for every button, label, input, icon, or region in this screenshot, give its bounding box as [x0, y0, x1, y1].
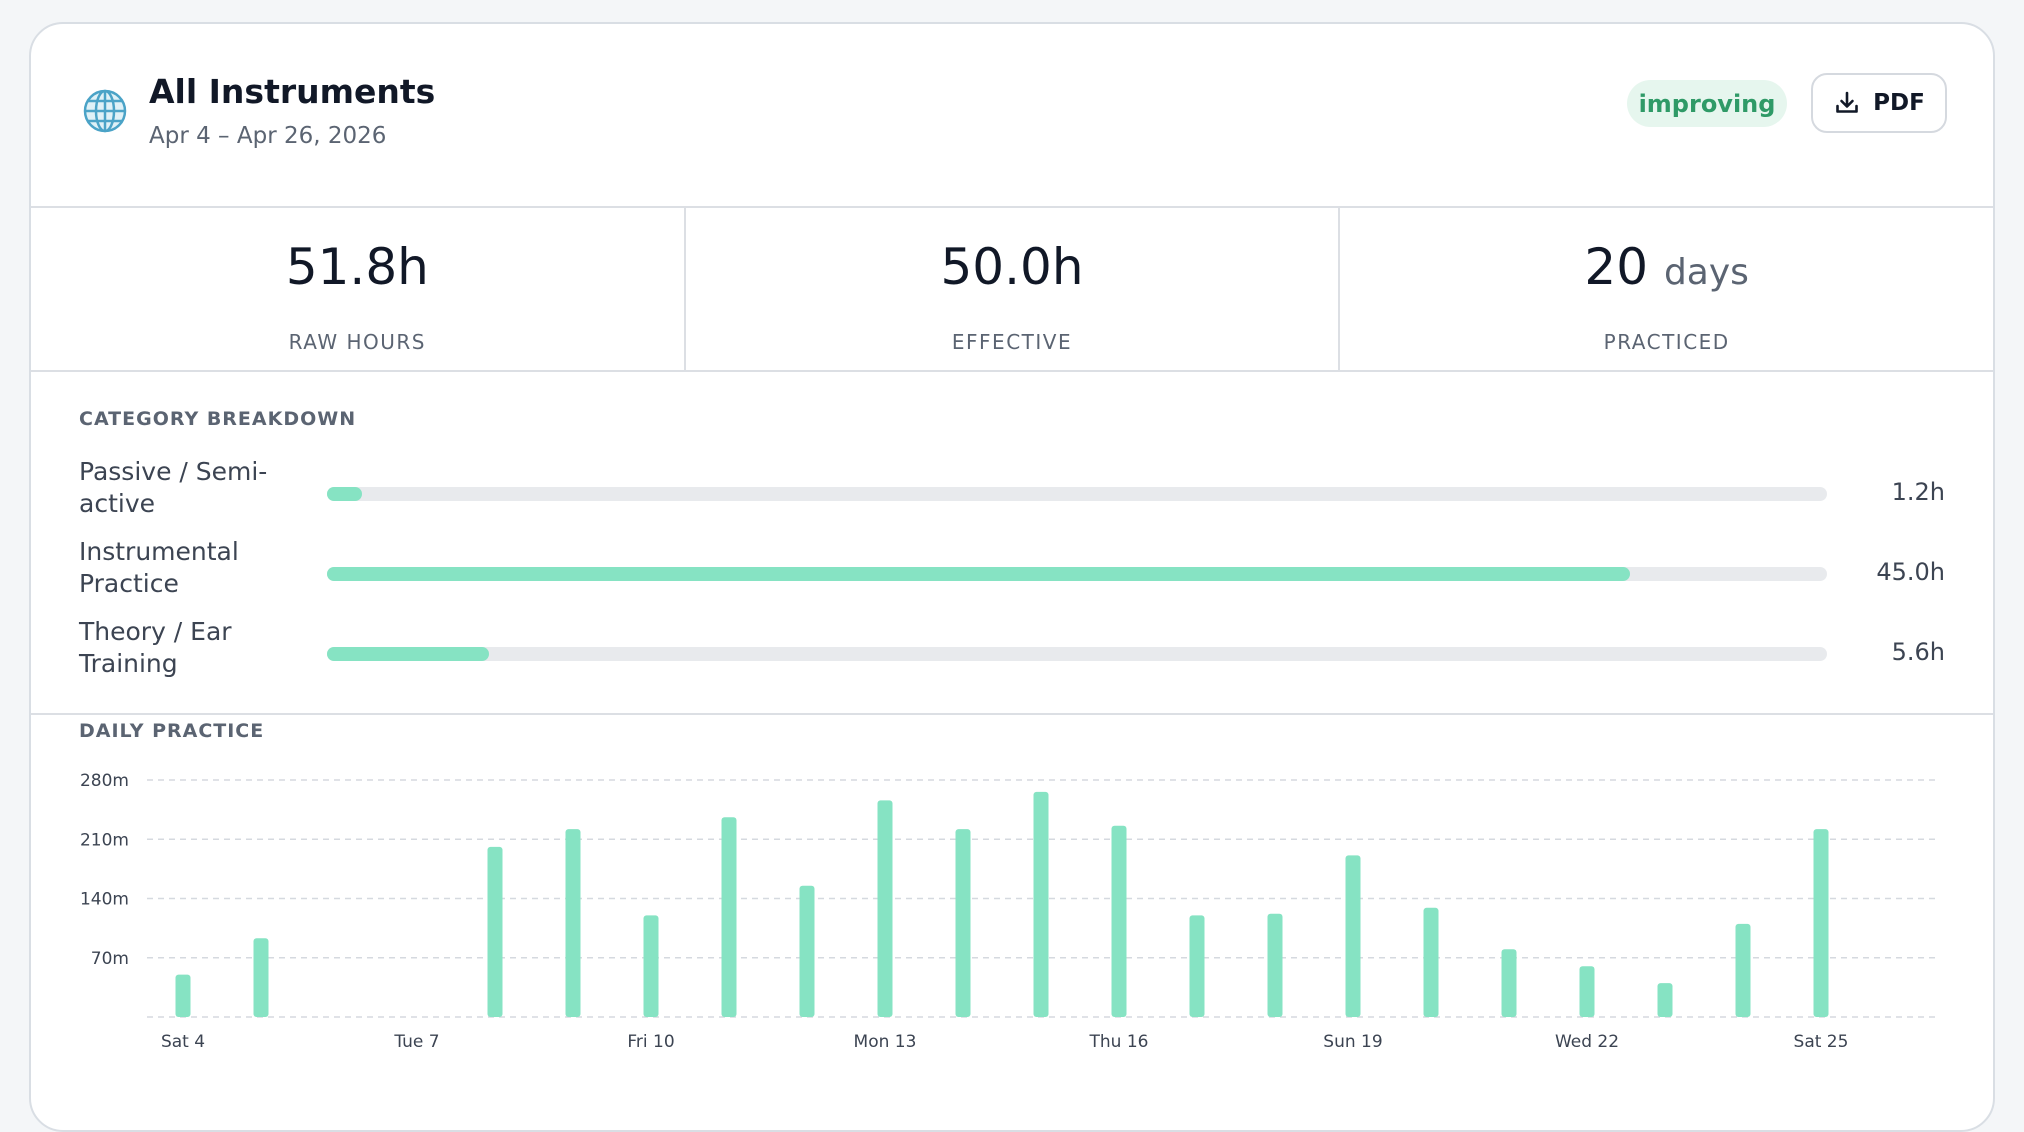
x-tick-label: Sat 4	[161, 1032, 205, 1052]
category-value: 45.0h	[1876, 558, 1945, 586]
date-range: Apr 4 – Apr 26, 2026	[149, 123, 387, 149]
stat-number: 20	[1584, 238, 1649, 296]
x-tick-label: Thu 16	[1089, 1032, 1149, 1052]
daily-bar	[1423, 907, 1439, 1017]
y-tick-label: 140m	[80, 890, 129, 910]
y-tick-label: 70m	[91, 949, 129, 969]
daily-bar	[1501, 949, 1517, 1017]
stat-number: 50.0h	[940, 238, 1084, 296]
category-bar-fill	[327, 487, 362, 501]
x-tick-label: Tue 7	[393, 1032, 439, 1052]
report-header: All Instruments Apr 4 – Apr 26, 2026 imp…	[31, 24, 1993, 208]
daily-bar	[1189, 915, 1205, 1017]
x-tick-label: Mon 13	[854, 1032, 917, 1052]
trend-badge: improving	[1627, 80, 1787, 127]
daily-bar	[175, 974, 191, 1017]
category-label: Theory / Ear Training	[79, 617, 232, 678]
category-bar-track	[327, 487, 1827, 501]
daily-bar	[955, 829, 971, 1017]
daily-bar	[1033, 791, 1049, 1017]
stat-value: 50.0h	[686, 238, 1339, 296]
daily-bar	[721, 817, 737, 1017]
category-value: 1.2h	[1891, 478, 1945, 506]
daily-bar	[1735, 923, 1751, 1017]
x-tick-label: Fri 10	[627, 1032, 674, 1052]
category-bar-fill	[327, 647, 490, 661]
y-tick-label: 280m	[80, 771, 129, 791]
stat-value: 20 days	[1340, 238, 1993, 296]
category-bar-track	[327, 647, 1827, 661]
category-row: Instrumental Practice 45.0h	[31, 534, 1993, 614]
daily-bar	[1267, 913, 1283, 1017]
daily-bar	[1111, 825, 1127, 1017]
stat-label: RAW HOURS	[288, 330, 426, 354]
stats-row: 51.8h RAW HOURS 50.0h EFFECTIVE 20 days …	[31, 206, 1993, 372]
stat-unit: days	[1663, 252, 1749, 293]
download-icon	[1836, 91, 1858, 113]
stat-value: 51.8h	[31, 238, 684, 296]
daily-bar	[487, 846, 503, 1017]
pdf-button-label: PDF	[1873, 90, 1925, 116]
daily-bar	[1345, 855, 1361, 1017]
category-label: Passive / Semi-active	[79, 457, 268, 518]
x-tick-label: Wed 22	[1555, 1032, 1619, 1052]
daily-bar	[565, 829, 581, 1017]
category-label: Instrumental Practice	[79, 537, 239, 598]
daily-bar	[877, 800, 893, 1017]
daily-bar	[1657, 983, 1673, 1017]
stat-label: EFFECTIVE	[951, 330, 1073, 354]
x-tick-label: Sat 25	[1794, 1032, 1849, 1052]
section-divider	[31, 713, 1993, 715]
category-bar-fill	[327, 567, 1631, 581]
x-tick-label: Sun 19	[1323, 1032, 1382, 1052]
daily-bar	[799, 885, 815, 1017]
daily-bar	[1813, 829, 1829, 1017]
category-breakdown-title: CATEGORY BREAKDOWN	[79, 408, 357, 430]
report-card: All Instruments Apr 4 – Apr 26, 2026 imp…	[29, 22, 1995, 1132]
daily-bar	[253, 938, 269, 1017]
category-row: Passive / Semi-active 1.2h	[31, 454, 1993, 534]
daily-bar	[643, 915, 659, 1017]
stat-practiced: 20 days PRACTICED	[1338, 206, 1993, 370]
daily-bar	[1579, 966, 1595, 1017]
daily-practice-chart: 70m 140m 210m 280m Sat 4 Tue 7 Fri 10 Mon 13 Thu…	[80, 771, 1939, 1052]
stat-number: 51.8h	[285, 238, 429, 296]
stat-effective: 50.0h EFFECTIVE	[683, 206, 1339, 370]
stat-label: PRACTICED	[1603, 330, 1730, 354]
category-bar-track	[327, 567, 1827, 581]
category-value: 5.6h	[1891, 638, 1945, 666]
page-title: All Instruments	[149, 72, 436, 111]
daily-practice-title: DAILY PRACTICE	[79, 720, 265, 742]
y-tick-label: 210m	[80, 830, 129, 850]
pdf-download-button[interactable]: PDF	[1811, 73, 1947, 133]
stat-raw-hours: 51.8h RAW HOURS	[31, 206, 684, 370]
globe-icon	[83, 89, 127, 133]
category-row: Theory / Ear Training 5.6h	[31, 614, 1993, 694]
